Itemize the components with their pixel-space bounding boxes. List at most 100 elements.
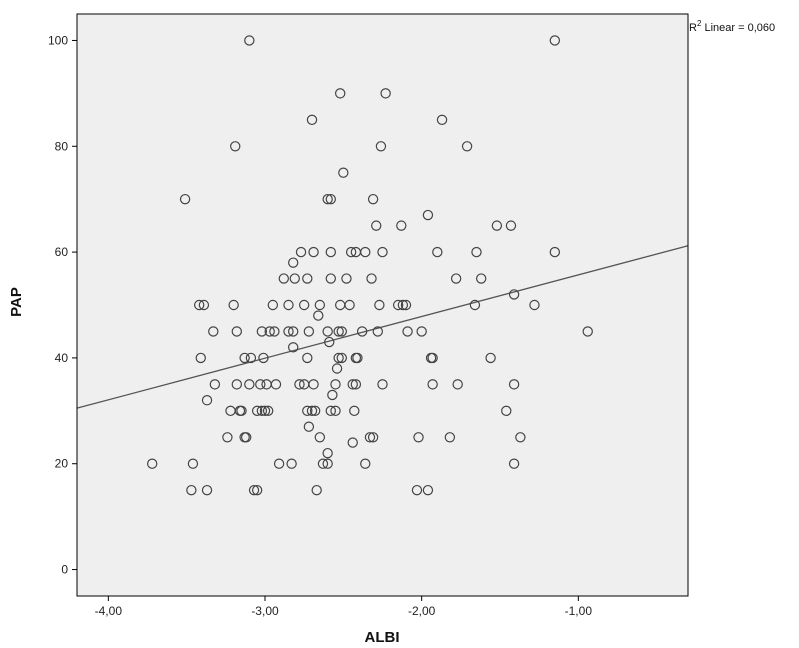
data-point xyxy=(306,405,318,417)
data-point xyxy=(367,193,379,205)
data-point xyxy=(360,246,371,258)
data-point xyxy=(322,447,333,459)
plot-frame xyxy=(76,13,689,597)
data-point xyxy=(255,379,266,390)
data-point xyxy=(344,299,355,311)
data-point xyxy=(283,326,294,337)
data-point xyxy=(452,379,463,390)
data-point xyxy=(325,273,336,284)
data-point xyxy=(374,299,385,311)
data-point xyxy=(422,484,434,496)
data-point xyxy=(256,405,268,417)
data-point xyxy=(400,299,412,311)
data-point xyxy=(471,246,482,258)
data-point xyxy=(377,246,388,258)
data-point xyxy=(436,114,448,126)
data-point xyxy=(244,35,255,46)
data-point xyxy=(251,484,263,496)
data-point xyxy=(288,342,299,353)
data-point xyxy=(347,437,358,448)
y-tick-label: 80 xyxy=(55,139,69,153)
data-point xyxy=(322,458,333,469)
data-point xyxy=(371,220,382,231)
data-point xyxy=(198,299,210,311)
data-point xyxy=(322,193,333,205)
data-point xyxy=(146,458,158,469)
data-point xyxy=(444,432,456,443)
r-squared-annotation: R2 Linear = 0,060 xyxy=(689,19,775,34)
data-point xyxy=(515,432,526,443)
data-point xyxy=(286,458,297,469)
data-point xyxy=(350,379,362,390)
data-point xyxy=(298,299,310,311)
linear-fit-line xyxy=(76,245,689,409)
data-point xyxy=(416,326,427,337)
data-point xyxy=(366,273,377,284)
x-axis: -4,00 -3,00 -2,00 -1,00 xyxy=(95,596,592,618)
data-point xyxy=(377,379,388,390)
data-point xyxy=(397,299,409,311)
x-tick-label: -4,00 xyxy=(95,604,123,618)
y-axis-title: PAP xyxy=(8,287,25,317)
data-point xyxy=(360,458,371,469)
data-point xyxy=(345,246,357,258)
data-point xyxy=(356,326,368,337)
data-point xyxy=(248,484,260,496)
data-point xyxy=(230,141,241,152)
data-point xyxy=(352,352,363,364)
data-point xyxy=(294,379,305,390)
data-point xyxy=(508,289,520,300)
data-point xyxy=(245,352,257,364)
data-point xyxy=(427,352,438,364)
y-tick-label: 40 xyxy=(55,351,69,365)
data-point xyxy=(330,379,341,390)
data-point xyxy=(231,379,242,390)
data-point xyxy=(582,326,593,337)
data-point xyxy=(336,326,347,337)
data-point xyxy=(187,458,199,469)
data-point xyxy=(256,326,268,337)
data-point xyxy=(508,379,520,390)
data-point xyxy=(549,246,561,258)
data-point xyxy=(258,352,269,364)
data-point xyxy=(236,405,247,417)
data-point xyxy=(270,379,282,390)
data-point xyxy=(273,458,285,469)
data-point xyxy=(278,273,289,284)
fit-line-layer xyxy=(76,245,689,409)
data-point xyxy=(311,484,322,496)
data-point xyxy=(335,88,346,99)
data-point xyxy=(461,141,473,152)
data-point xyxy=(508,458,520,469)
x-tick-label: -2,00 xyxy=(408,604,436,618)
data-point xyxy=(336,352,347,364)
data-point xyxy=(325,405,336,417)
data-point xyxy=(349,405,360,417)
data-point xyxy=(413,432,424,443)
data-point xyxy=(314,299,326,311)
data-point xyxy=(422,209,434,221)
data-point xyxy=(333,352,344,364)
data-point xyxy=(313,310,324,321)
data-point xyxy=(264,326,275,337)
y-tick-label: 0 xyxy=(61,563,68,577)
data-point xyxy=(309,405,321,417)
data-point xyxy=(314,432,326,443)
data-point xyxy=(333,326,344,337)
data-point xyxy=(228,299,239,311)
data-point xyxy=(317,458,329,469)
data-point xyxy=(330,405,341,417)
data-point xyxy=(331,363,343,374)
y-tick-label: 60 xyxy=(55,245,69,259)
data-point xyxy=(375,141,387,152)
data-point xyxy=(269,326,280,337)
data-point xyxy=(491,220,503,231)
data-point xyxy=(427,379,438,390)
x-tick-label: -3,00 xyxy=(251,604,279,618)
data-point xyxy=(380,88,391,99)
data-point xyxy=(251,405,263,417)
data-point xyxy=(193,299,205,311)
data-point xyxy=(179,193,191,205)
data-point xyxy=(239,352,250,364)
data-point xyxy=(324,336,335,348)
